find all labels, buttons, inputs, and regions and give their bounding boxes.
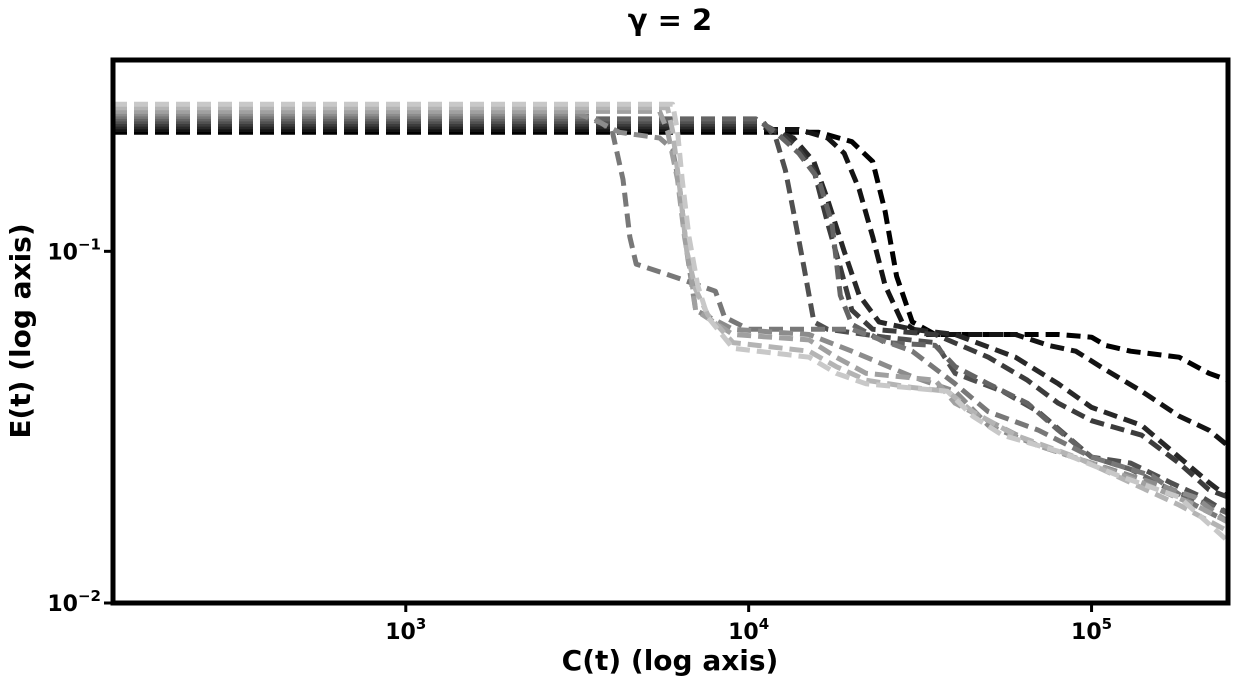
x-axis-label: C(t) (log axis) [562, 644, 779, 677]
series-line-4 [113, 121, 1229, 500]
series-line-3 [113, 124, 1230, 500]
series-line-8 [113, 111, 1230, 524]
y-axis-label: E(t) (log axis) [4, 223, 37, 438]
x-tick-label: 104 [728, 615, 769, 645]
series-line-7 [113, 113, 1230, 525]
y-tick-label: 10−1 [47, 235, 101, 265]
x-tick-label: 103 [385, 615, 426, 645]
y-tick-label: 10−2 [47, 587, 101, 617]
series-layer [113, 101, 1230, 543]
series-line-6 [113, 116, 1229, 516]
plot-frame [110, 57, 1231, 606]
y-axis-ticks: 10−1 10−2 [47, 235, 113, 617]
series-line-2 [113, 127, 1230, 448]
series-line-10 [113, 105, 1230, 534]
series-line-1 [113, 129, 1229, 383]
series-line-11 [113, 101, 1230, 543]
x-axis-ticks: 103 104 105 [385, 603, 1112, 645]
series-line-9 [113, 108, 1230, 525]
chart-title: γ = 2 [628, 3, 712, 37]
series-line-5 [113, 119, 1230, 516]
x-tick-label: 105 [1071, 615, 1112, 645]
